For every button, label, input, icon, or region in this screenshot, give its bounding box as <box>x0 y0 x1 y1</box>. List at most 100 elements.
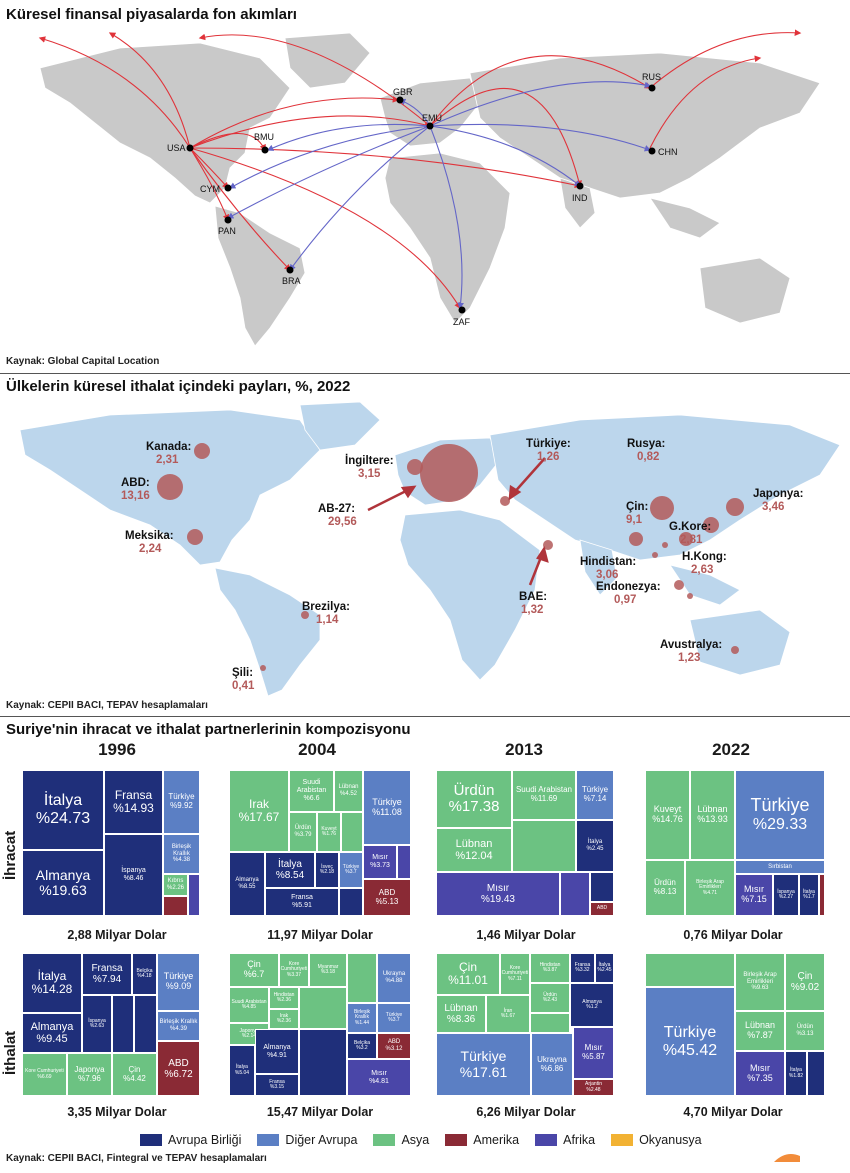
treemap-cell: Türkiye %29.33 <box>735 770 825 860</box>
treemap-cell <box>590 872 614 902</box>
greenland-shape <box>299 401 381 451</box>
treemap-export-2013: Ürdün %17.38 Suudi Arabistan %11.69 Türkiy… <box>436 770 614 916</box>
treemap-cell: Irak %2.36 <box>269 1009 299 1029</box>
bubble-hkong <box>679 532 693 546</box>
node-label: IND <box>572 193 588 203</box>
import-total: 6,26 Milyar Dolar <box>476 1105 576 1119</box>
legend-swatch <box>535 1134 558 1146</box>
south-america-shape <box>214 567 321 697</box>
country-value: 2,63 <box>691 564 713 576</box>
treemap-cell: Hindistan %2.36 <box>269 987 299 1009</box>
treemap-cell: İtalya %2.45 <box>595 953 614 983</box>
treemap-cell <box>163 896 188 916</box>
treemap-cell: Türkiye %11.08 <box>363 770 411 845</box>
country-name: İngiltere: <box>345 454 394 467</box>
node-label: BMU <box>254 132 274 142</box>
treemap-cell: Suudi Arabistan %11.69 <box>512 770 576 820</box>
divider <box>0 373 850 374</box>
treemap-cell: Türkiye %9.09 <box>157 953 200 1011</box>
bubble-turkiye <box>500 496 510 506</box>
india-shape <box>559 177 596 229</box>
treemap-cell: Ürdün %2.43 <box>530 983 570 1013</box>
bubble-avustralya <box>731 646 739 654</box>
treemap-cell: Türkiye %7.14 <box>576 770 614 820</box>
treemap-cell: İtalya %2.45 <box>576 820 614 872</box>
region-legend: Avrupa Birliği Diğer Avrupa Asya Amerika… <box>140 1133 702 1147</box>
section1-title: Küresel finansal piyasalarda fon akımlar… <box>6 6 297 23</box>
treemap-cell: Türkiye %3.7 <box>377 1003 411 1033</box>
treemap-cell: Japonya %7.96 <box>67 1053 112 1096</box>
country-value: 2,81 <box>680 534 703 546</box>
treemap-cell <box>299 987 347 1029</box>
treemap-cell <box>341 812 363 852</box>
treemap-cell: ABD %6.72 <box>157 1041 200 1096</box>
treemap-cell: Belçika %3.2 <box>347 1033 377 1059</box>
treemap-cell <box>819 874 825 916</box>
treemap-cell: Almanya %8.55 <box>229 852 265 916</box>
section2-source: Kaynak: CEPII BACI, TEPAV hesaplamaları <box>6 700 208 711</box>
import-share-map: Kanada: 2,31 ABD: 13,16 Meksika: 2,24 İn… <box>19 401 841 697</box>
treemap-cell: Birleşik Krallık %4.38 <box>163 834 200 874</box>
treemap-cell: İtalya %8.54 <box>265 852 315 888</box>
country-value: 3,06 <box>596 569 618 581</box>
fund-flow-map: USA BMU CYM PAN BRA GBR EMU RUS CHN IND … <box>0 28 850 353</box>
country-name: Avustralya: <box>660 639 722 651</box>
node-label: GBR <box>393 87 413 97</box>
bubble-brezilya <box>301 611 309 619</box>
treemap-cell: Fransa %3.32 <box>570 953 595 983</box>
australia-shape <box>689 609 791 676</box>
treemap-cell: Ürdün %8.13 <box>645 860 685 916</box>
australia-shape <box>699 257 791 324</box>
treemap-cell: Kore Cumhuriyeti %6.69 <box>22 1053 67 1096</box>
bubble-kanada <box>194 443 210 459</box>
country-name: AB-27: <box>318 503 355 515</box>
treemap-cell: İtalya %1.7 <box>799 874 819 916</box>
treemap-cell: Kuveyt %14.76 <box>645 770 690 860</box>
bubble-cin <box>650 496 674 520</box>
treemap-cell: Türkiye %3.7 <box>339 852 363 888</box>
treemap-cell: Mısır %19.43 <box>436 872 560 916</box>
treemap-export-1996: İtalya %24.73 Fransa %14.93 Türkiye %9.92 A… <box>22 770 200 916</box>
treemap-cell: Almanya %9.45 <box>22 1013 82 1053</box>
treemap-cell: Fransa %3.15 <box>255 1074 299 1096</box>
export-total: 2,88 Milyar Dolar <box>67 928 167 942</box>
greenland-shape <box>284 32 371 89</box>
treemap-cell: Suudi Arabistan %4.85 <box>229 987 269 1023</box>
treemap-cell: Lübnan %12.04 <box>436 828 512 872</box>
year-label: 1996 <box>98 740 136 759</box>
treemap-cell: Çin %11.01 <box>436 953 500 995</box>
treemap-cell: Fransa %7.94 <box>82 953 132 995</box>
treemap-import-2013: Çin %11.01 Kore Cumhuriyeti %7.11 Hindista… <box>436 953 614 1096</box>
legend-item: Okyanusya <box>611 1133 702 1147</box>
treemap-export-2004: Irak %17.67 Suudi Arabistan %6.6 Lübnan %4.… <box>229 770 411 916</box>
treemap-cell: Kuveyt %1.76 <box>317 812 341 852</box>
section3-title: Suriye'nin ihracat ve ithalat partnerler… <box>6 721 411 738</box>
country-name: Meksika: <box>125 530 174 542</box>
treemap-cell <box>530 1013 570 1033</box>
treemap-cell: Lübnan %13.93 <box>690 770 735 860</box>
bubble-meksika <box>187 529 203 545</box>
country-value: 2,31 <box>156 454 179 466</box>
treemap-cell: Lübnan %8.36 <box>436 995 486 1033</box>
country-name: Brezilya: <box>302 601 350 613</box>
treemap-cell: İtalya %1.82 <box>785 1051 807 1096</box>
node-label: CYM <box>200 184 220 194</box>
country-name: BAE: <box>519 591 547 603</box>
treemap-cell: Almanya %4.91 <box>255 1029 299 1074</box>
legend-item: Afrika <box>535 1133 595 1147</box>
country-value: 13,16 <box>121 490 150 502</box>
treemap-cell: Ukrayna %6.86 <box>531 1033 573 1096</box>
treemap-cell: Kıbrıs %2.26 <box>163 874 188 896</box>
treemap-cell: İtalya %5.04 <box>229 1045 255 1096</box>
country-name: Şili: <box>232 667 253 679</box>
country-value: 0,97 <box>614 594 636 606</box>
treemap-cell: Mısır %5.87 <box>573 1027 614 1079</box>
treemap-cell: ABD <box>590 902 614 916</box>
treemap-cell: Almanya %19.63 <box>22 850 104 916</box>
treemap-cell: Hindistan %3.87 <box>530 953 570 983</box>
logo-mark-icon <box>774 1154 800 1162</box>
south-america-shape <box>214 205 306 347</box>
treemap-cell: Lübnan %4.52 <box>334 770 363 812</box>
import-total: 4,70 Milyar Dolar <box>683 1105 783 1119</box>
bubble-endonezya <box>674 580 684 590</box>
